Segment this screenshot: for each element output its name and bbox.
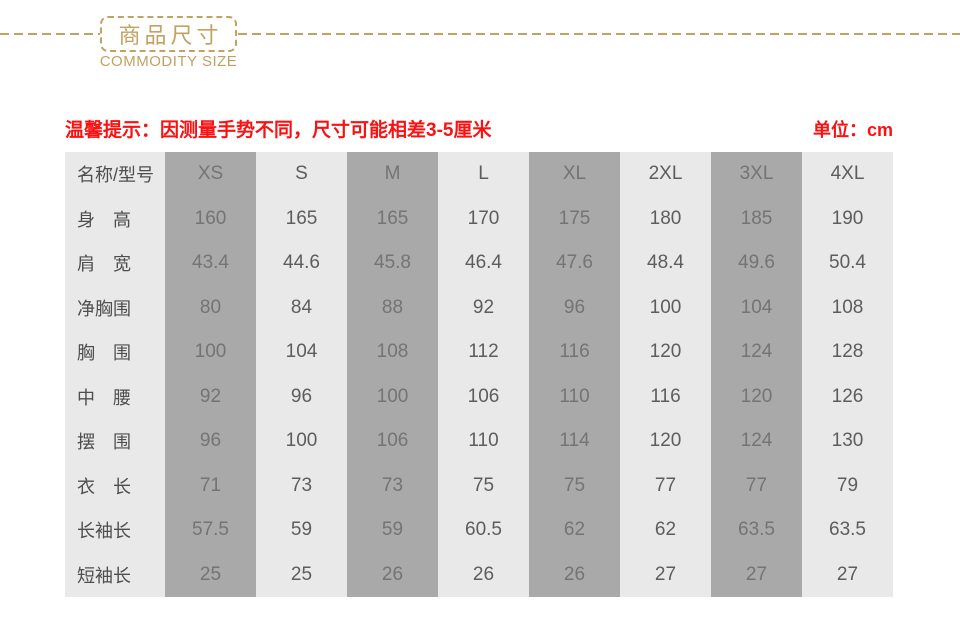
size-cell: 49.6 bbox=[711, 241, 802, 286]
size-cell: 57.5 bbox=[165, 508, 256, 553]
size-cell: 47.6 bbox=[529, 241, 620, 286]
measure-tip: 温馨提示：因测量手势不同，尺寸可能相差3-5厘米 bbox=[65, 120, 492, 141]
size-cell: 120 bbox=[711, 374, 802, 419]
size-cell: 165 bbox=[256, 196, 347, 241]
size-cell: 48.4 bbox=[620, 241, 711, 286]
column-header: 2XL bbox=[620, 152, 711, 197]
size-cell: 73 bbox=[347, 463, 438, 508]
column-header: 3XL bbox=[711, 152, 802, 197]
column-header: S bbox=[256, 152, 347, 197]
size-cell: 104 bbox=[711, 285, 802, 330]
size-cell: 160 bbox=[165, 196, 256, 241]
size-cell: 27 bbox=[802, 552, 893, 597]
size-cell: 128 bbox=[802, 330, 893, 375]
size-cell: 26 bbox=[529, 552, 620, 597]
size-cell: 190 bbox=[802, 196, 893, 241]
row-label: 净胸围 bbox=[65, 285, 165, 330]
size-cell: 114 bbox=[529, 419, 620, 464]
size-cell: 71 bbox=[165, 463, 256, 508]
section-title: 商品尺寸 bbox=[118, 23, 223, 48]
size-cell: 120 bbox=[620, 419, 711, 464]
size-cell: 96 bbox=[256, 374, 347, 419]
size-cell: 50.4 bbox=[802, 241, 893, 286]
size-cell: 92 bbox=[438, 285, 529, 330]
size-cell: 108 bbox=[802, 285, 893, 330]
size-cell: 120 bbox=[620, 330, 711, 375]
size-cell: 88 bbox=[347, 285, 438, 330]
size-cell: 100 bbox=[620, 285, 711, 330]
size-cell: 100 bbox=[165, 330, 256, 375]
row-label: 身 高 bbox=[65, 196, 165, 241]
size-cell: 25 bbox=[256, 552, 347, 597]
size-cell: 59 bbox=[256, 508, 347, 553]
size-cell: 59 bbox=[347, 508, 438, 553]
section-subtitle: COMMODITY SIZE bbox=[99, 53, 238, 70]
size-cell: 62 bbox=[620, 508, 711, 553]
column-header: L bbox=[438, 152, 529, 197]
size-cell: 43.4 bbox=[165, 241, 256, 286]
row-label: 胸 围 bbox=[65, 330, 165, 375]
size-cell: 96 bbox=[529, 285, 620, 330]
size-cell: 180 bbox=[620, 196, 711, 241]
size-cell: 100 bbox=[256, 419, 347, 464]
row-label: 衣 长 bbox=[65, 463, 165, 508]
size-cell: 27 bbox=[711, 552, 802, 597]
size-cell: 45.8 bbox=[347, 241, 438, 286]
size-cell: 79 bbox=[802, 463, 893, 508]
size-cell: 126 bbox=[802, 374, 893, 419]
column-header: XL bbox=[529, 152, 620, 197]
size-cell: 185 bbox=[711, 196, 802, 241]
column-header: 4XL bbox=[802, 152, 893, 197]
unit-label: 单位：cm bbox=[812, 120, 893, 140]
size-cell: 77 bbox=[620, 463, 711, 508]
size-cell: 63.5 bbox=[802, 508, 893, 553]
size-cell: 44.6 bbox=[256, 241, 347, 286]
size-cell: 96 bbox=[165, 419, 256, 464]
section-title-box: 商品尺寸 bbox=[100, 16, 237, 52]
notice-row: 温馨提示：因测量手势不同，尺寸可能相差3-5厘米 单位：cm bbox=[65, 115, 893, 142]
size-cell: 106 bbox=[438, 374, 529, 419]
size-cell: 92 bbox=[165, 374, 256, 419]
size-table: 名称/型号 XS S M L XL 2XL 3XL 4XL 身 高 160 165 165 170 175 1… bbox=[65, 152, 893, 597]
size-cell: 104 bbox=[256, 330, 347, 375]
size-cell: 75 bbox=[529, 463, 620, 508]
size-cell: 124 bbox=[711, 330, 802, 375]
size-cell: 116 bbox=[620, 374, 711, 419]
size-cell: 62 bbox=[529, 508, 620, 553]
size-cell: 80 bbox=[165, 285, 256, 330]
size-cell: 26 bbox=[347, 552, 438, 597]
size-cell: 112 bbox=[438, 330, 529, 375]
row-label: 中 腰 bbox=[65, 374, 165, 419]
row-label: 短袖长 bbox=[65, 552, 165, 597]
size-cell: 75 bbox=[438, 463, 529, 508]
size-cell: 26 bbox=[438, 552, 529, 597]
size-cell: 27 bbox=[620, 552, 711, 597]
size-cell: 110 bbox=[438, 419, 529, 464]
size-cell: 25 bbox=[165, 552, 256, 597]
column-header: XS bbox=[165, 152, 256, 197]
row-label: 长袖长 bbox=[65, 508, 165, 553]
size-cell: 60.5 bbox=[438, 508, 529, 553]
size-cell: 130 bbox=[802, 419, 893, 464]
size-cell: 77 bbox=[711, 463, 802, 508]
table-corner-header: 名称/型号 bbox=[65, 152, 165, 197]
size-cell: 165 bbox=[347, 196, 438, 241]
size-cell: 100 bbox=[347, 374, 438, 419]
size-cell: 110 bbox=[529, 374, 620, 419]
row-label: 摆 围 bbox=[65, 419, 165, 464]
size-cell: 108 bbox=[347, 330, 438, 375]
size-cell: 84 bbox=[256, 285, 347, 330]
size-cell: 63.5 bbox=[711, 508, 802, 553]
size-cell: 124 bbox=[711, 419, 802, 464]
row-label: 肩 宽 bbox=[65, 241, 165, 286]
size-cell: 116 bbox=[529, 330, 620, 375]
size-cell: 106 bbox=[347, 419, 438, 464]
dashed-divider bbox=[0, 33, 960, 35]
size-cell: 170 bbox=[438, 196, 529, 241]
size-cell: 175 bbox=[529, 196, 620, 241]
column-header: M bbox=[347, 152, 438, 197]
size-cell: 73 bbox=[256, 463, 347, 508]
size-cell: 46.4 bbox=[438, 241, 529, 286]
